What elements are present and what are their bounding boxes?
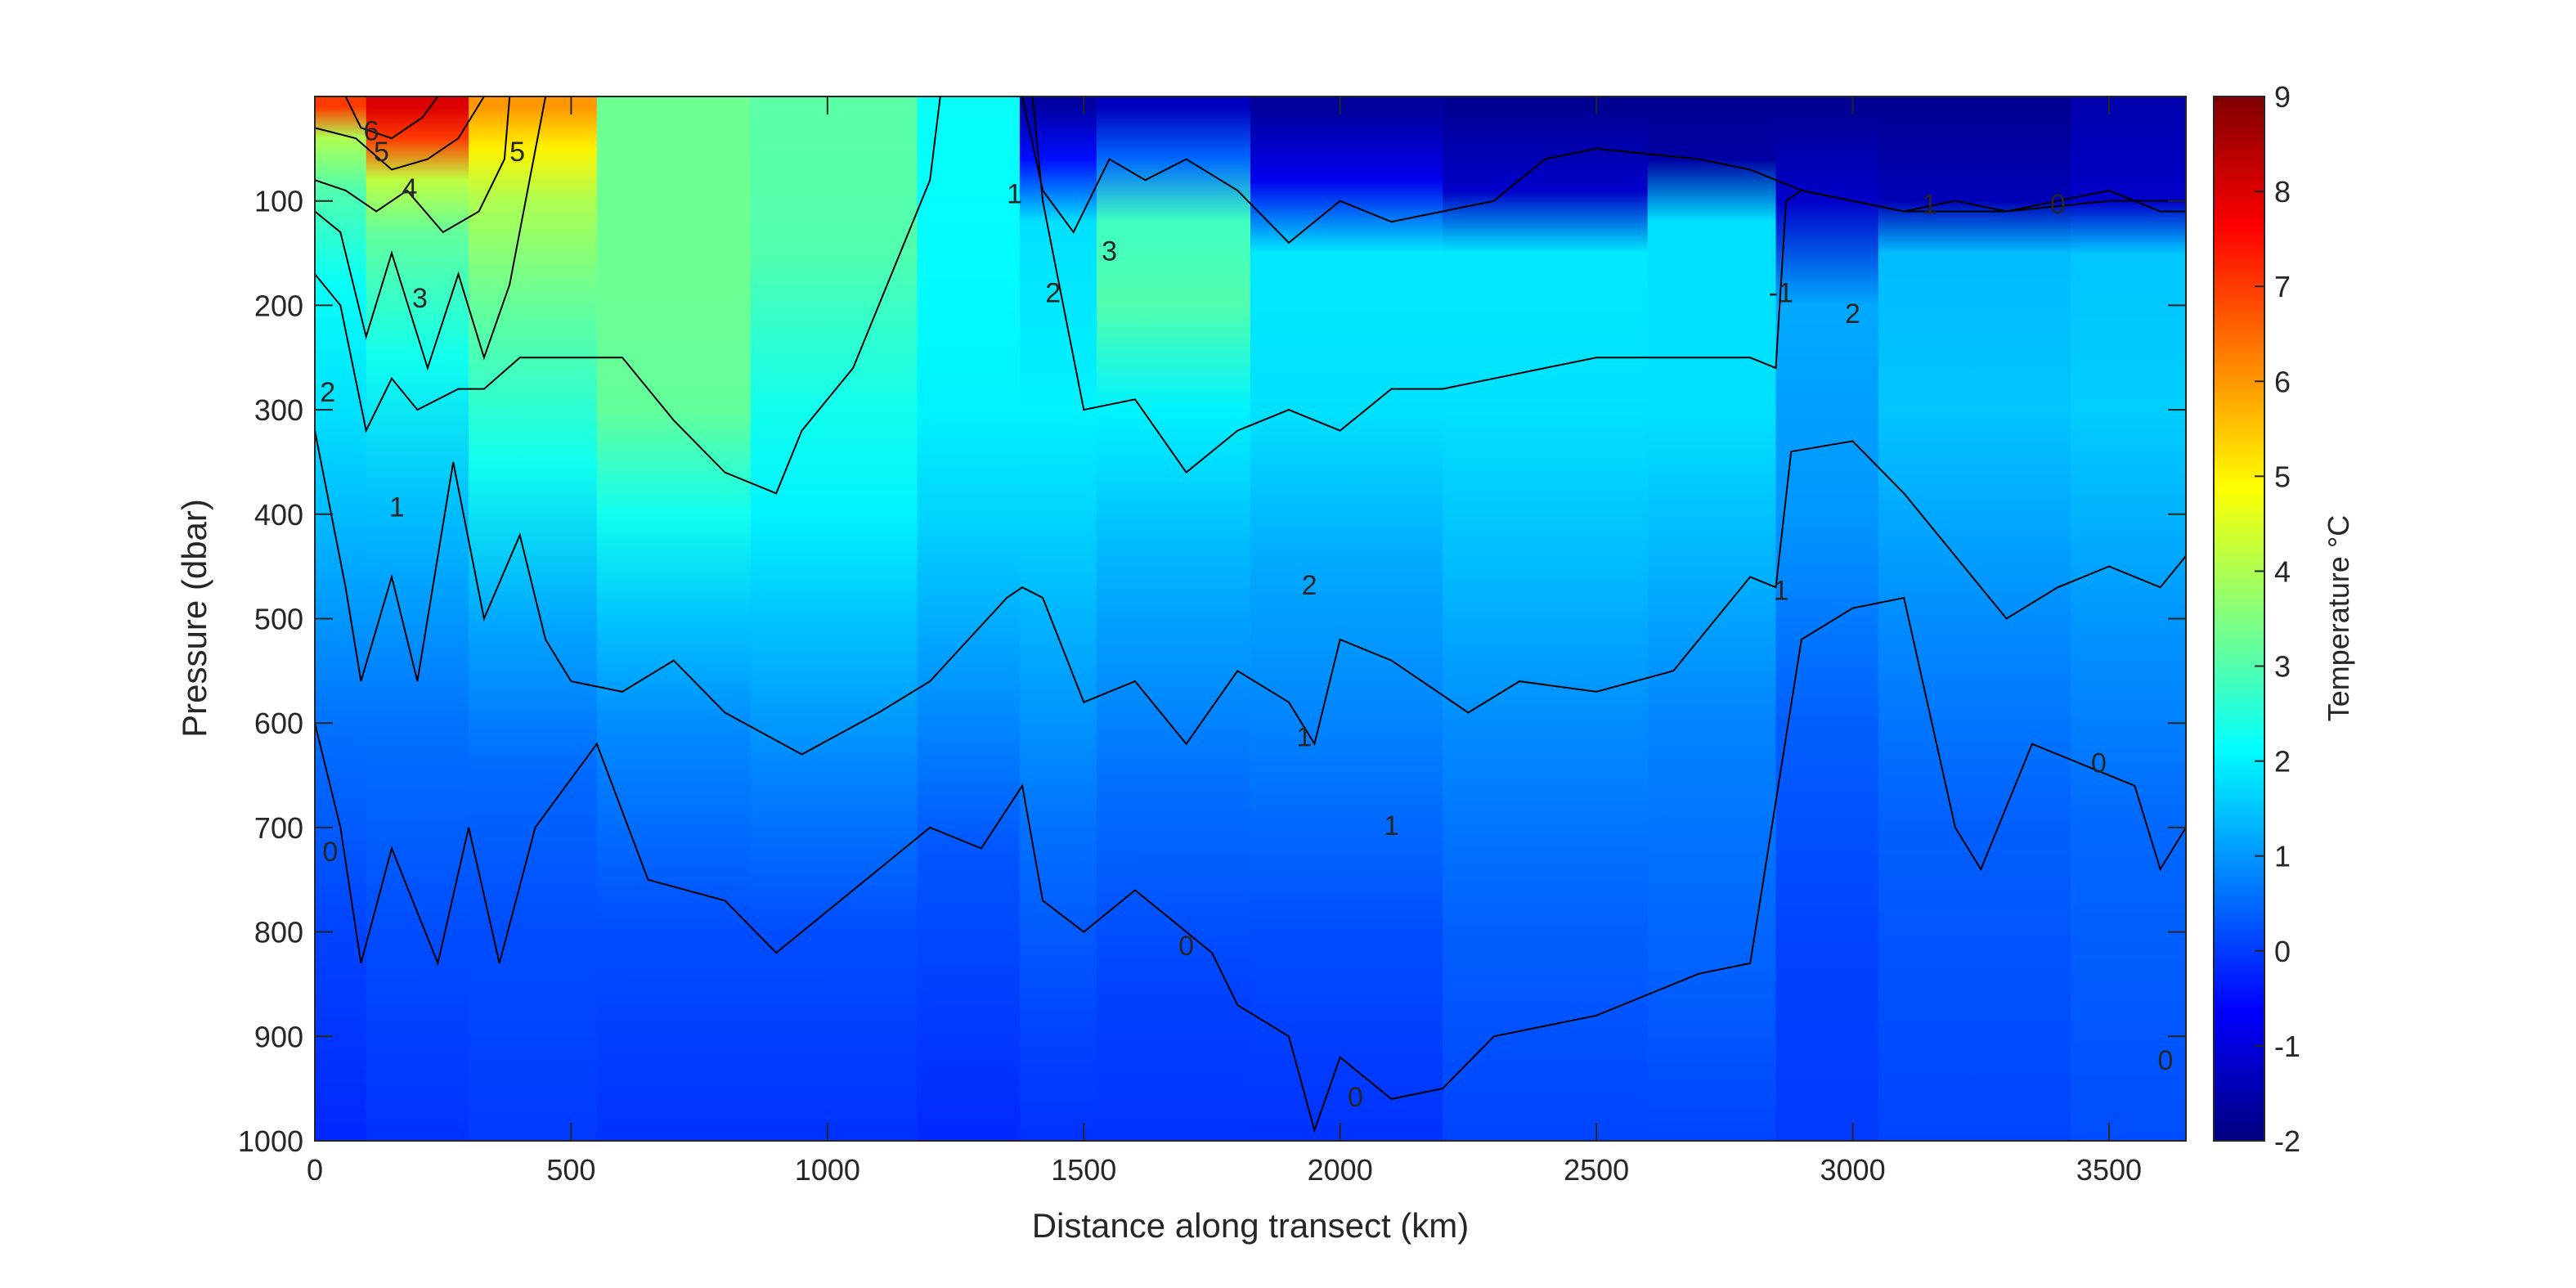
heatmap-column bbox=[1647, 96, 1777, 1141]
colorbar-tick-label: 4 bbox=[2274, 554, 2291, 588]
heatmap-column bbox=[1878, 96, 2071, 1141]
isotherm-label: 6 bbox=[364, 116, 379, 147]
isotherm-label: 0 bbox=[322, 837, 338, 868]
colorbar-tick-label: 1 bbox=[2274, 840, 2291, 873]
y-tick-label: 800 bbox=[254, 916, 303, 949]
isotherm-line bbox=[344, 96, 439, 140]
y-tick-label: 100 bbox=[254, 185, 303, 218]
y-axis-label: Pressure (dbar) bbox=[175, 499, 213, 738]
isotherm-label: 0 bbox=[1178, 931, 1194, 962]
colorbar-tick-label: 9 bbox=[2274, 80, 2291, 114]
isotherm-line bbox=[315, 96, 485, 171]
heatmap-column bbox=[917, 96, 1021, 1141]
x-axis-label: Distance along transect (km) bbox=[1032, 1206, 1470, 1245]
heatmap-column bbox=[366, 96, 470, 1141]
colorbar-ticks: -2 -1 0 1 2 3 4 5 6 7 8 9 bbox=[2255, 80, 2300, 1158]
heatmap-column bbox=[469, 96, 598, 1141]
colorbar-tick-label: 8 bbox=[2274, 175, 2291, 209]
isotherm-line bbox=[315, 430, 2186, 756]
x-tick-label: 500 bbox=[546, 1153, 595, 1187]
isotherm-label: 1 bbox=[1773, 576, 1788, 607]
isotherm-label: 3 bbox=[1102, 236, 1117, 267]
x-axis: 0 500 1000 1500 2000 2500 3000 3500 bbox=[307, 96, 2142, 1187]
isotherm-label: 2 bbox=[1045, 278, 1061, 309]
isotherm-label: 5 bbox=[509, 137, 525, 168]
colorbar-tick-label: 6 bbox=[2274, 365, 2291, 398]
heatmap-column bbox=[750, 96, 918, 1141]
colorbar-tick-label: 2 bbox=[2274, 745, 2291, 779]
x-tick-label: 1500 bbox=[1051, 1153, 1116, 1187]
isotherm-label: 2 bbox=[1302, 570, 1317, 601]
heatmap-column bbox=[1019, 96, 1097, 1141]
colorbar-gradient bbox=[2214, 96, 2264, 1141]
colorbar-tick-label: 7 bbox=[2274, 270, 2291, 303]
isotherm-line bbox=[315, 96, 547, 371]
y-tick-label: 700 bbox=[254, 811, 303, 845]
heatmap-column bbox=[596, 96, 752, 1141]
isotherm-label: 0 bbox=[2091, 747, 2107, 779]
isotherm-contours bbox=[315, 96, 2186, 1133]
isotherm-line bbox=[315, 96, 511, 234]
isotherm-line bbox=[315, 596, 2186, 1133]
x-tick-label: 2500 bbox=[1564, 1153, 1629, 1187]
heatmap-column bbox=[1096, 96, 1251, 1141]
y-tick-label: 600 bbox=[254, 707, 303, 740]
isotherm-label: 0 bbox=[1348, 1082, 1363, 1113]
isotherm-label: 0 bbox=[2157, 1045, 2173, 1076]
isotherm-label: 5 bbox=[374, 137, 389, 168]
isotherm-label: -1 bbox=[1769, 278, 1793, 309]
colorbar-tick-label: -1 bbox=[2274, 1030, 2300, 1063]
isotherm-label: 1 bbox=[1296, 721, 1312, 752]
isotherm-line bbox=[1021, 96, 2186, 245]
colorbar-tick-label: -2 bbox=[2274, 1124, 2300, 1158]
isotherm-label: 3 bbox=[412, 283, 428, 314]
isotherm-line bbox=[315, 96, 941, 495]
x-tick-label: 3000 bbox=[1820, 1153, 1886, 1187]
x-tick-label: 0 bbox=[307, 1153, 323, 1187]
heatmap-column bbox=[1250, 96, 1444, 1141]
isotherm-label: 1 bbox=[1007, 178, 1022, 209]
colorbar: -2 -1 0 1 2 3 4 5 6 7 8 9 Temperature °C bbox=[2213, 80, 2355, 1158]
isotherm-label: 2 bbox=[320, 377, 335, 408]
isotherm-label: 1 bbox=[1384, 810, 1399, 841]
colorbar-ramp bbox=[2214, 96, 2264, 1141]
y-tick-label: 900 bbox=[254, 1020, 303, 1053]
y-tick-label: 200 bbox=[254, 289, 303, 322]
isotherm-label: 1 bbox=[389, 491, 405, 523]
x-tick-label: 1000 bbox=[795, 1153, 860, 1187]
y-tick-label: 400 bbox=[254, 498, 303, 532]
colorbar-tick-label: 3 bbox=[2274, 650, 2291, 684]
x-tick-label: 3500 bbox=[2076, 1153, 2142, 1187]
isotherm-line bbox=[1031, 96, 2186, 474]
heatmap-column bbox=[2071, 96, 2186, 1141]
temperature-heatmap bbox=[315, 96, 2186, 1141]
y-tick-label: 1000 bbox=[238, 1124, 303, 1158]
colorbar-label: Temperature °C bbox=[2322, 515, 2355, 722]
x-tick-label: 2000 bbox=[1308, 1153, 1373, 1187]
y-tick-label: 300 bbox=[254, 393, 303, 427]
isotherm-label: 2 bbox=[1845, 298, 1860, 330]
isotherm-label: 4 bbox=[402, 173, 418, 204]
colorbar-frame bbox=[2213, 96, 2265, 1142]
isotherm-label: 1 bbox=[1922, 189, 1937, 220]
heatmap-column bbox=[1775, 96, 1879, 1141]
isotherm-label: 0 bbox=[2050, 189, 2066, 220]
y-tick-label: 500 bbox=[254, 603, 303, 636]
colorbar-tick-label: 5 bbox=[2274, 460, 2291, 493]
colorbar-tick-label: 0 bbox=[2274, 935, 2291, 968]
heatmap-column bbox=[1443, 96, 1649, 1141]
